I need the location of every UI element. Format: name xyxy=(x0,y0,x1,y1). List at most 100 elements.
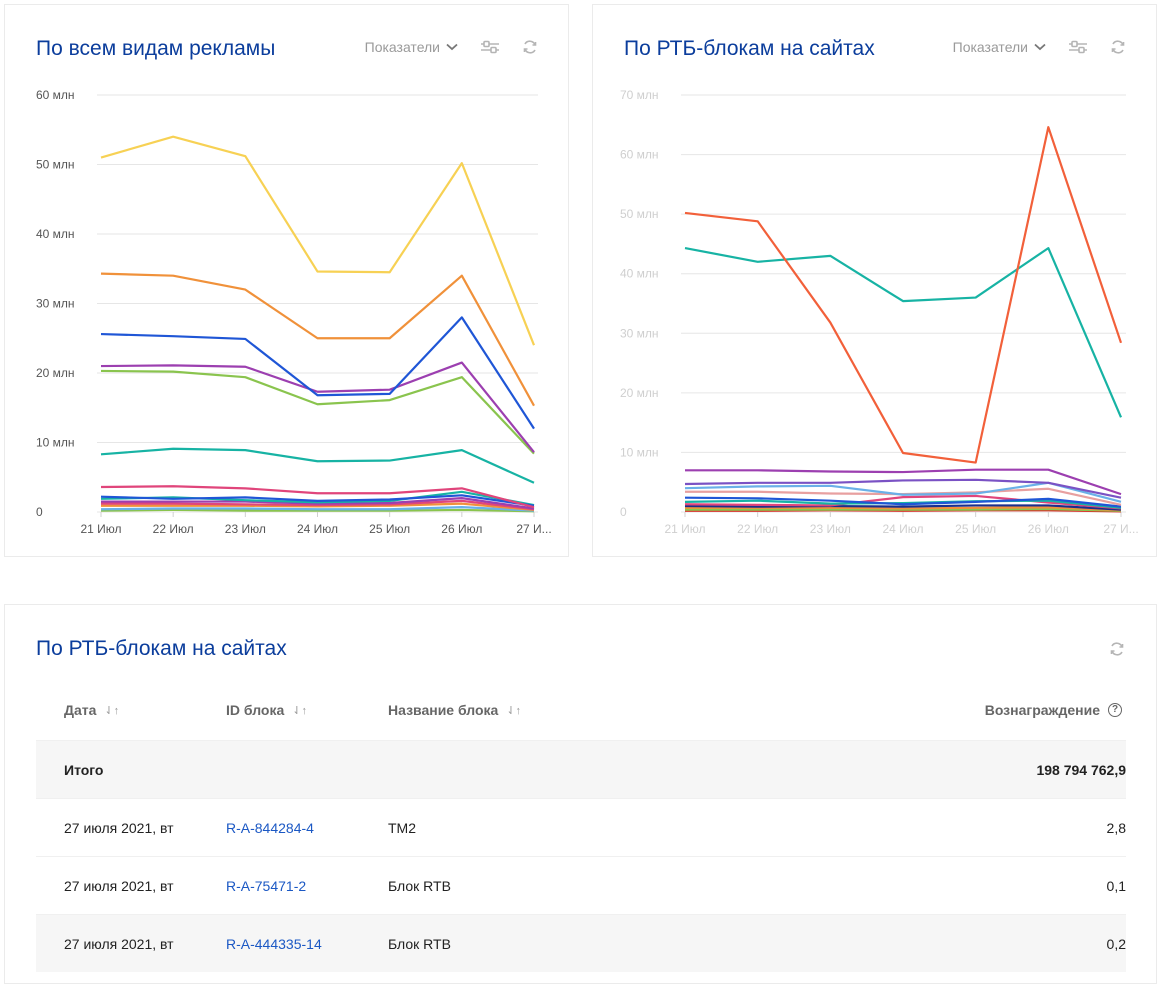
total-value: 198 794 762,9 xyxy=(1036,762,1126,778)
x-tick-label: 24 Июл xyxy=(297,522,338,536)
table-row: 27 июля 2021, вт R-A-844284-4 TM2 2,8 xyxy=(36,798,1126,856)
series-line[interactable] xyxy=(100,361,535,453)
help-icon[interactable]: ? xyxy=(1108,703,1122,717)
chart-toolbar: Показатели xyxy=(953,39,1126,55)
x-tick-label: 21 Июл xyxy=(664,522,705,536)
line-chart-all-ads: 0 10 млн 20 млн 30 млн 40 млн 50 млн 60 млн 21 … xyxy=(36,88,552,536)
chevron-down-icon xyxy=(1034,43,1046,51)
cell-block-name: TM2 xyxy=(388,820,416,836)
chart-title: По всем видам рекламы xyxy=(36,37,276,60)
x-tick-label: 22 Июл xyxy=(737,522,778,536)
column-header-label: Название блока xyxy=(388,702,499,718)
sort-icon: ⇃↑ xyxy=(292,704,307,717)
chart-title: По РТБ-блокам на сайтах xyxy=(624,37,875,60)
table-row: 27 июля 2021, вт R-A-444335-14 Блок RTB … xyxy=(36,914,1126,972)
y-tick-label: 0 xyxy=(36,505,43,519)
x-tick-label: 22 Июл xyxy=(153,522,194,536)
y-tick-label: 40 млн xyxy=(620,267,659,281)
metrics-dropdown[interactable]: Показатели xyxy=(953,39,1046,55)
sort-icon: ⇃↑ xyxy=(104,704,120,717)
refresh-icon[interactable] xyxy=(1110,39,1126,55)
table-header: Дата ⇃↑ ID блока ⇃↑ Название блока ⇃↑ Во… xyxy=(36,680,1126,740)
cell-date: 27 июля 2021, вт xyxy=(64,878,174,894)
cell-block-id-link[interactable]: R-A-844284-4 xyxy=(226,820,314,836)
series-line[interactable] xyxy=(100,494,535,507)
series-line[interactable] xyxy=(100,485,535,509)
series-line[interactable] xyxy=(100,447,535,484)
metrics-dropdown[interactable]: Показатели xyxy=(365,39,458,55)
series-line[interactable] xyxy=(100,369,535,455)
cell-date: 27 июля 2021, вт xyxy=(64,820,174,836)
series-line[interactable] xyxy=(684,499,1122,509)
x-tick-label: 21 Июл xyxy=(80,522,121,536)
column-header-label: Вознаграждение xyxy=(984,702,1100,718)
table-row-total: Итого 198 794 762,9 xyxy=(36,740,1126,798)
sort-icon: ⇃↑ xyxy=(506,704,522,717)
x-tick-label: 23 Июл xyxy=(810,522,851,536)
data-table: Дата ⇃↑ ID блока ⇃↑ Название блока ⇃↑ Во… xyxy=(36,680,1126,972)
cell-reward: 0,1 xyxy=(1106,878,1126,894)
column-header-id[interactable]: ID блока ⇃↑ xyxy=(226,702,307,718)
cell-block-id-link[interactable]: R-A-75471-2 xyxy=(226,878,307,894)
y-tick-label: 10 млн xyxy=(620,445,659,459)
series-line[interactable] xyxy=(684,494,1122,510)
y-tick-label: 70 млн xyxy=(620,88,659,102)
x-tick-label: 27 И... xyxy=(1103,522,1138,536)
series-line[interactable] xyxy=(100,316,535,430)
cell-block-name: Блок RTB xyxy=(388,878,451,894)
series-line[interactable] xyxy=(100,490,535,507)
series-line[interactable] xyxy=(685,507,1122,512)
y-tick-label: 20 млн xyxy=(620,386,659,400)
chevron-down-icon xyxy=(446,43,458,51)
series-line[interactable] xyxy=(101,499,535,511)
y-tick-label: 40 млн xyxy=(36,227,75,241)
series-line[interactable] xyxy=(685,509,1122,513)
table-card-rtb: По РТБ-блокам на сайтах Дата ⇃↑ ID блока… xyxy=(4,604,1157,984)
series-line[interactable] xyxy=(684,504,1122,511)
metrics-dropdown-label: Показатели xyxy=(364,39,440,55)
chart-card-rtb: 0 10 млн 20 млн 30 млн 40 млн 50 млн 60 млн 70 … xyxy=(592,4,1157,557)
total-label: Итого xyxy=(64,762,104,778)
series-line[interactable] xyxy=(101,497,535,510)
x-tick-label: 23 Июл xyxy=(225,522,266,536)
cell-block-name: Блок RTB xyxy=(388,936,451,952)
cell-reward: 2,8 xyxy=(1106,820,1126,836)
column-header-name[interactable]: Название блока ⇃↑ xyxy=(388,702,521,718)
series-line[interactable] xyxy=(684,126,1123,464)
x-tick-label: 26 Июл xyxy=(441,522,482,536)
sliders-icon[interactable] xyxy=(1068,39,1088,55)
y-tick-label: 30 млн xyxy=(620,326,659,340)
x-tick-label: 24 Июл xyxy=(882,522,923,536)
refresh-icon[interactable] xyxy=(522,39,538,55)
series-line[interactable] xyxy=(685,506,1122,512)
x-tick-label: 25 Июл xyxy=(955,522,996,536)
y-tick-label: 20 млн xyxy=(36,366,75,380)
y-tick-label: 0 xyxy=(620,505,627,519)
cell-block-id-link[interactable]: R-A-444335-14 xyxy=(226,936,322,952)
chart-toolbar: Показатели xyxy=(365,39,538,55)
column-header-date[interactable]: Дата ⇃↑ xyxy=(64,702,119,718)
metrics-dropdown-label: Показатели xyxy=(952,39,1028,55)
column-header-label: ID блока xyxy=(226,702,285,718)
x-tick-label: 25 Июл xyxy=(369,522,410,536)
cell-reward: 0,2 xyxy=(1106,936,1126,952)
series-line[interactable] xyxy=(100,506,535,512)
cell-date: 27 июля 2021, вт xyxy=(64,936,174,952)
series-line[interactable] xyxy=(101,502,535,512)
sliders-icon[interactable] xyxy=(480,39,500,55)
series-line[interactable] xyxy=(100,135,536,346)
series-line[interactable] xyxy=(685,468,1122,496)
series-line[interactable] xyxy=(100,272,535,407)
y-tick-label: 60 млн xyxy=(36,88,75,102)
x-tick-label: 26 Июл xyxy=(1028,522,1069,536)
series-line[interactable] xyxy=(684,496,1122,508)
series-line[interactable] xyxy=(684,246,1123,418)
column-header-reward[interactable]: Вознаграждение ? xyxy=(985,702,1122,718)
table-title: По РТБ-блокам на сайтах xyxy=(36,637,287,660)
series-line[interactable] xyxy=(684,478,1122,499)
line-chart-rtb: 0 10 млн 20 млн 30 млн 40 млн 50 млн 60 млн 70 … xyxy=(620,88,1139,536)
y-tick-label: 10 млн xyxy=(36,436,75,450)
refresh-icon[interactable] xyxy=(1109,641,1125,657)
x-tick-label: 27 И... xyxy=(516,522,551,536)
series-line[interactable] xyxy=(100,508,535,513)
